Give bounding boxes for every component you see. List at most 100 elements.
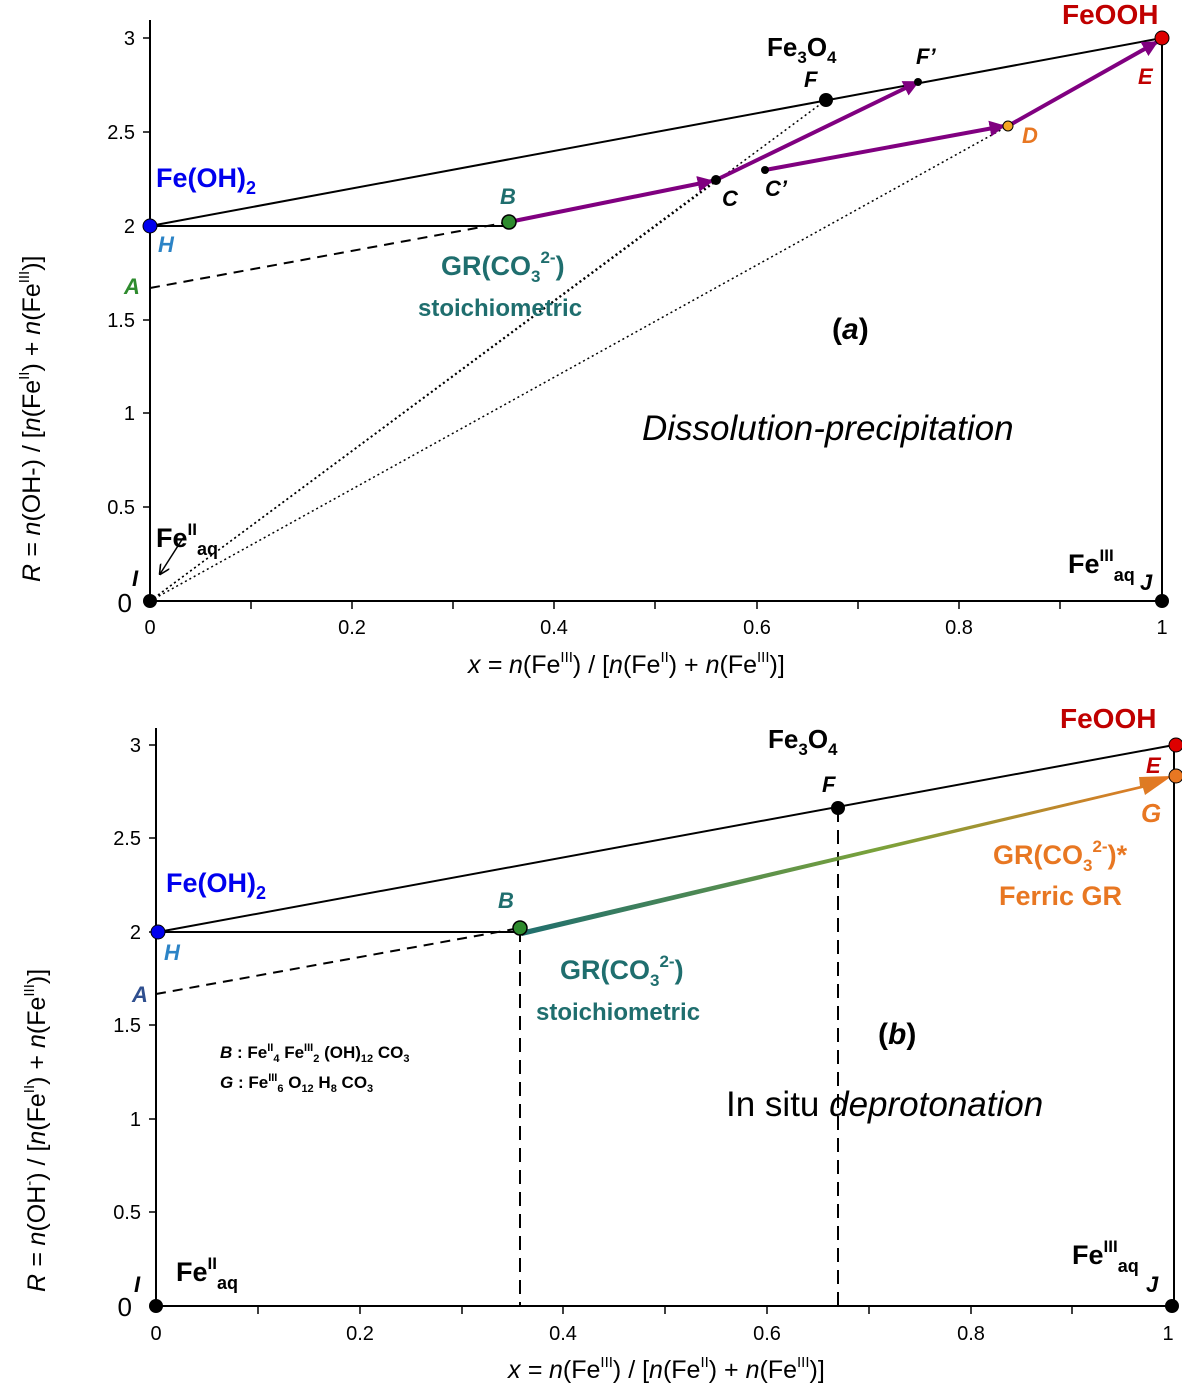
dotted-rays — [149, 99, 1009, 602]
x-tick-label: 1 — [1162, 1323, 1173, 1345]
x-tick-label: 0.2 — [338, 617, 366, 639]
y-tick-label: 1.5 — [107, 310, 135, 332]
data-points — [149, 737, 1182, 1313]
y-tick-label: 2 — [130, 922, 141, 944]
y-tick-label: 1 — [124, 403, 135, 425]
y-ticks — [149, 744, 156, 1213]
arrow-B-C — [508, 176, 714, 224]
point-F — [831, 801, 845, 815]
y-tick-label: 0.5 — [113, 1202, 141, 1224]
label-J: J — [1140, 570, 1153, 595]
formula-B: B : FeII4 FeIII2 (OH)12 CO3 — [220, 1042, 410, 1065]
y-tick-label: 3 — [124, 28, 135, 50]
label-E: E — [1138, 64, 1154, 89]
line-A-B-dashed — [155, 927, 521, 995]
line-A-B-dashed — [149, 221, 510, 289]
y-tick-label: 2 — [124, 216, 135, 238]
x-ticks — [250, 601, 1061, 609]
label-H: H — [158, 232, 175, 257]
x-axis-label: x = n(FeIII) / [n(FeII) + n(FeIII)] — [507, 1354, 825, 1384]
y-tick-label: 0 — [118, 1292, 132, 1322]
y-tick-label: 0 — [118, 588, 132, 618]
x-tick-label: 0 — [144, 617, 155, 639]
line-H-E — [157, 744, 1175, 933]
y-tick-label: 1 — [130, 1109, 141, 1131]
label-G: G — [1141, 798, 1161, 828]
y-axis-label: R = n(OH-) / [n(FeII) + n(FeIII)] — [21, 969, 51, 1292]
species-feooh: FeOOH — [1062, 0, 1158, 30]
label-H: H — [164, 940, 181, 965]
species-gr-note: stoichiometric — [536, 999, 700, 1026]
point-C — [711, 175, 721, 185]
point-F — [819, 93, 833, 107]
species-feoh2: Fe(OH)2 — [156, 163, 256, 198]
label-D: D — [1022, 123, 1038, 148]
line-H-E — [149, 37, 1163, 227]
point-G — [1168, 768, 1182, 784]
point-E — [1154, 30, 1170, 46]
x-tick-label: 0.4 — [549, 1323, 577, 1345]
label-F: F — [804, 67, 818, 92]
point-I — [149, 1299, 163, 1313]
species-fe2aq: FeIIaq — [176, 1254, 238, 1293]
y-ticks — [143, 37, 150, 508]
panel-label-b: (b) — [878, 1018, 916, 1051]
species-feooh: FeOOH — [1060, 703, 1156, 734]
label-B: B — [498, 888, 514, 913]
species-fe3aq: FeIIIaq — [1068, 546, 1135, 585]
panel-b: 0 0.2 0.4 0.6 0.8 1 0 0.5 1 1.5 2 2.5 3 … — [21, 703, 1182, 1384]
x-axis-label: x = n(FeIII) / [n(FeII) + n(FeIII)] — [467, 649, 785, 679]
species-fe2aq: FeIIaq — [156, 520, 218, 559]
y-tick-label: 1.5 — [113, 1015, 141, 1037]
label-C: C — [722, 186, 739, 211]
reaction-arrows — [508, 40, 1159, 224]
x-tick-label: 1 — [1156, 617, 1167, 639]
label-C-prime: C’ — [765, 176, 788, 201]
mechanism-label: In situ deprotonation — [726, 1085, 1043, 1124]
arrow-D-E — [1007, 40, 1159, 128]
species-gr: GR(CO32-) — [441, 248, 565, 286]
y-tick-label: 2.5 — [107, 122, 135, 144]
point-H — [150, 924, 166, 940]
y-tick-label: 3 — [130, 735, 141, 757]
point-J — [1165, 1299, 1179, 1313]
y-axis-label: R = n(OH-) / [n(FeII) + n(FeIII)] — [16, 255, 46, 582]
label-E: E — [1146, 753, 1162, 778]
species-fe3o4: Fe3O4 — [767, 32, 837, 67]
x-tick-label: 0.6 — [743, 617, 771, 639]
pointer-arrow — [160, 537, 184, 574]
point-H — [142, 218, 158, 234]
x-tick-label: 0.4 — [540, 617, 568, 639]
species-fe3o4: Fe3O4 — [768, 724, 838, 759]
species-feoh2: Fe(OH)2 — [166, 868, 266, 903]
y-tick-label: 0.5 — [107, 497, 135, 519]
data-points — [142, 30, 1170, 608]
arrow-C'-D — [764, 120, 1006, 172]
label-A: A — [123, 274, 140, 299]
x-tick-label: 0.2 — [346, 1323, 374, 1345]
arrow-C-F' — [715, 80, 920, 182]
point-E — [1168, 737, 1182, 753]
species-gr-note: stoichiometric — [418, 295, 582, 322]
x-tick-label: 0.6 — [753, 1323, 781, 1345]
point-C-prime — [761, 166, 769, 174]
point-J — [1155, 594, 1169, 608]
point-F-prime — [914, 78, 922, 86]
species-fe3aq: FeIIIaq — [1072, 1237, 1139, 1276]
point-D — [1002, 120, 1014, 132]
x-tick-label: 0.8 — [945, 617, 973, 639]
label-J: J — [1146, 1272, 1159, 1297]
label-A: A — [131, 982, 148, 1007]
label-I: I — [134, 1272, 141, 1297]
point-I — [143, 594, 157, 608]
x-tick-label: 0.8 — [957, 1323, 985, 1345]
arrow-B-G — [520, 776, 1172, 936]
label-B: B — [500, 184, 516, 209]
x-ticks — [257, 1306, 1073, 1314]
species-gr: GR(CO32-) — [560, 952, 684, 990]
label-F-prime: F’ — [916, 44, 936, 69]
mechanism-label: Dissolution-precipitation — [642, 409, 1014, 448]
formula-G: G : FeIII6 O12 H8 CO3 — [220, 1072, 373, 1095]
point-B — [501, 214, 517, 230]
